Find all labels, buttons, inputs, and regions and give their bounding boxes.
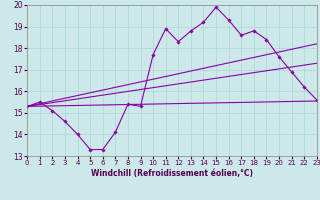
X-axis label: Windchill (Refroidissement éolien,°C): Windchill (Refroidissement éolien,°C) bbox=[91, 169, 253, 178]
